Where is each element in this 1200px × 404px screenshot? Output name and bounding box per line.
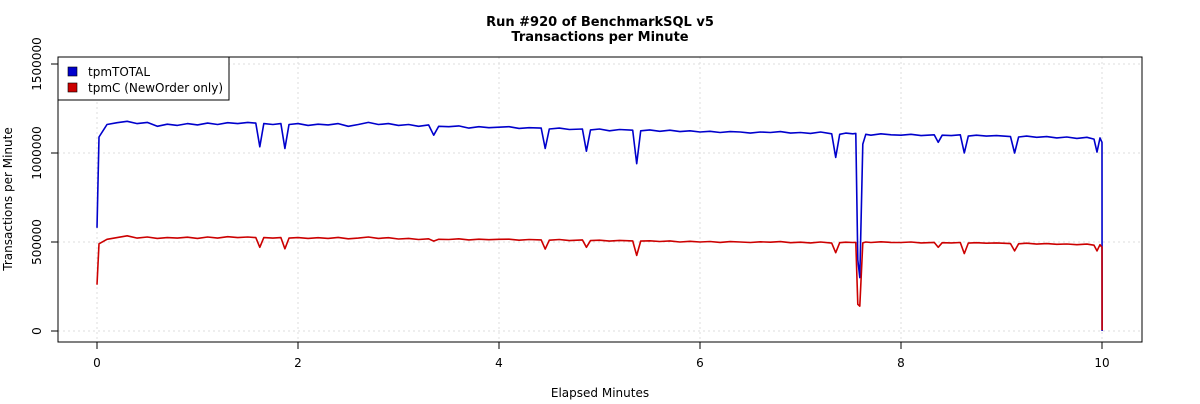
grid: [58, 57, 1142, 342]
x-tick-label: 0: [93, 356, 101, 370]
legend-box: [57, 56, 230, 101]
y-axis-label: Transactions per Minute: [1, 127, 15, 271]
chart-subtitle: Transactions per Minute: [511, 30, 688, 45]
series-line-tpmtotal: [96, 120, 1103, 332]
chart-title: Run #920 of BenchmarkSQL v5: [486, 15, 714, 30]
plot-frame: [57, 56, 1143, 343]
x-axis: 0 2 4 6 8 10: [93, 342, 1110, 370]
y-tick-label: 1500000: [30, 37, 44, 90]
legend-swatch-tpmtotal: [67, 66, 78, 77]
y-tick-label: 500000: [30, 219, 44, 265]
y-axis: 0 500000 1000000 1500000: [30, 37, 58, 335]
series-group: [96, 120, 1103, 332]
x-tick-label: 10: [1094, 356, 1109, 370]
x-tick-label: 6: [696, 356, 704, 370]
x-tick-label: 8: [897, 356, 905, 370]
legend-label-tpmc: tpmC (NewOrder only): [88, 81, 223, 95]
y-tick-label: 1000000: [30, 126, 44, 179]
legend: tpmTOTAL tpmC (NewOrder only): [57, 56, 230, 101]
legend-label-tpmtotal: tpmTOTAL: [88, 65, 150, 79]
legend-swatch-tpmc: [67, 82, 78, 93]
x-axis-label: Elapsed Minutes: [551, 386, 649, 400]
x-tick-label: 4: [495, 356, 503, 370]
series-line-tpmc: [96, 235, 1103, 331]
x-tick-label: 2: [294, 356, 302, 370]
y-tick-label: 0: [30, 327, 44, 335]
